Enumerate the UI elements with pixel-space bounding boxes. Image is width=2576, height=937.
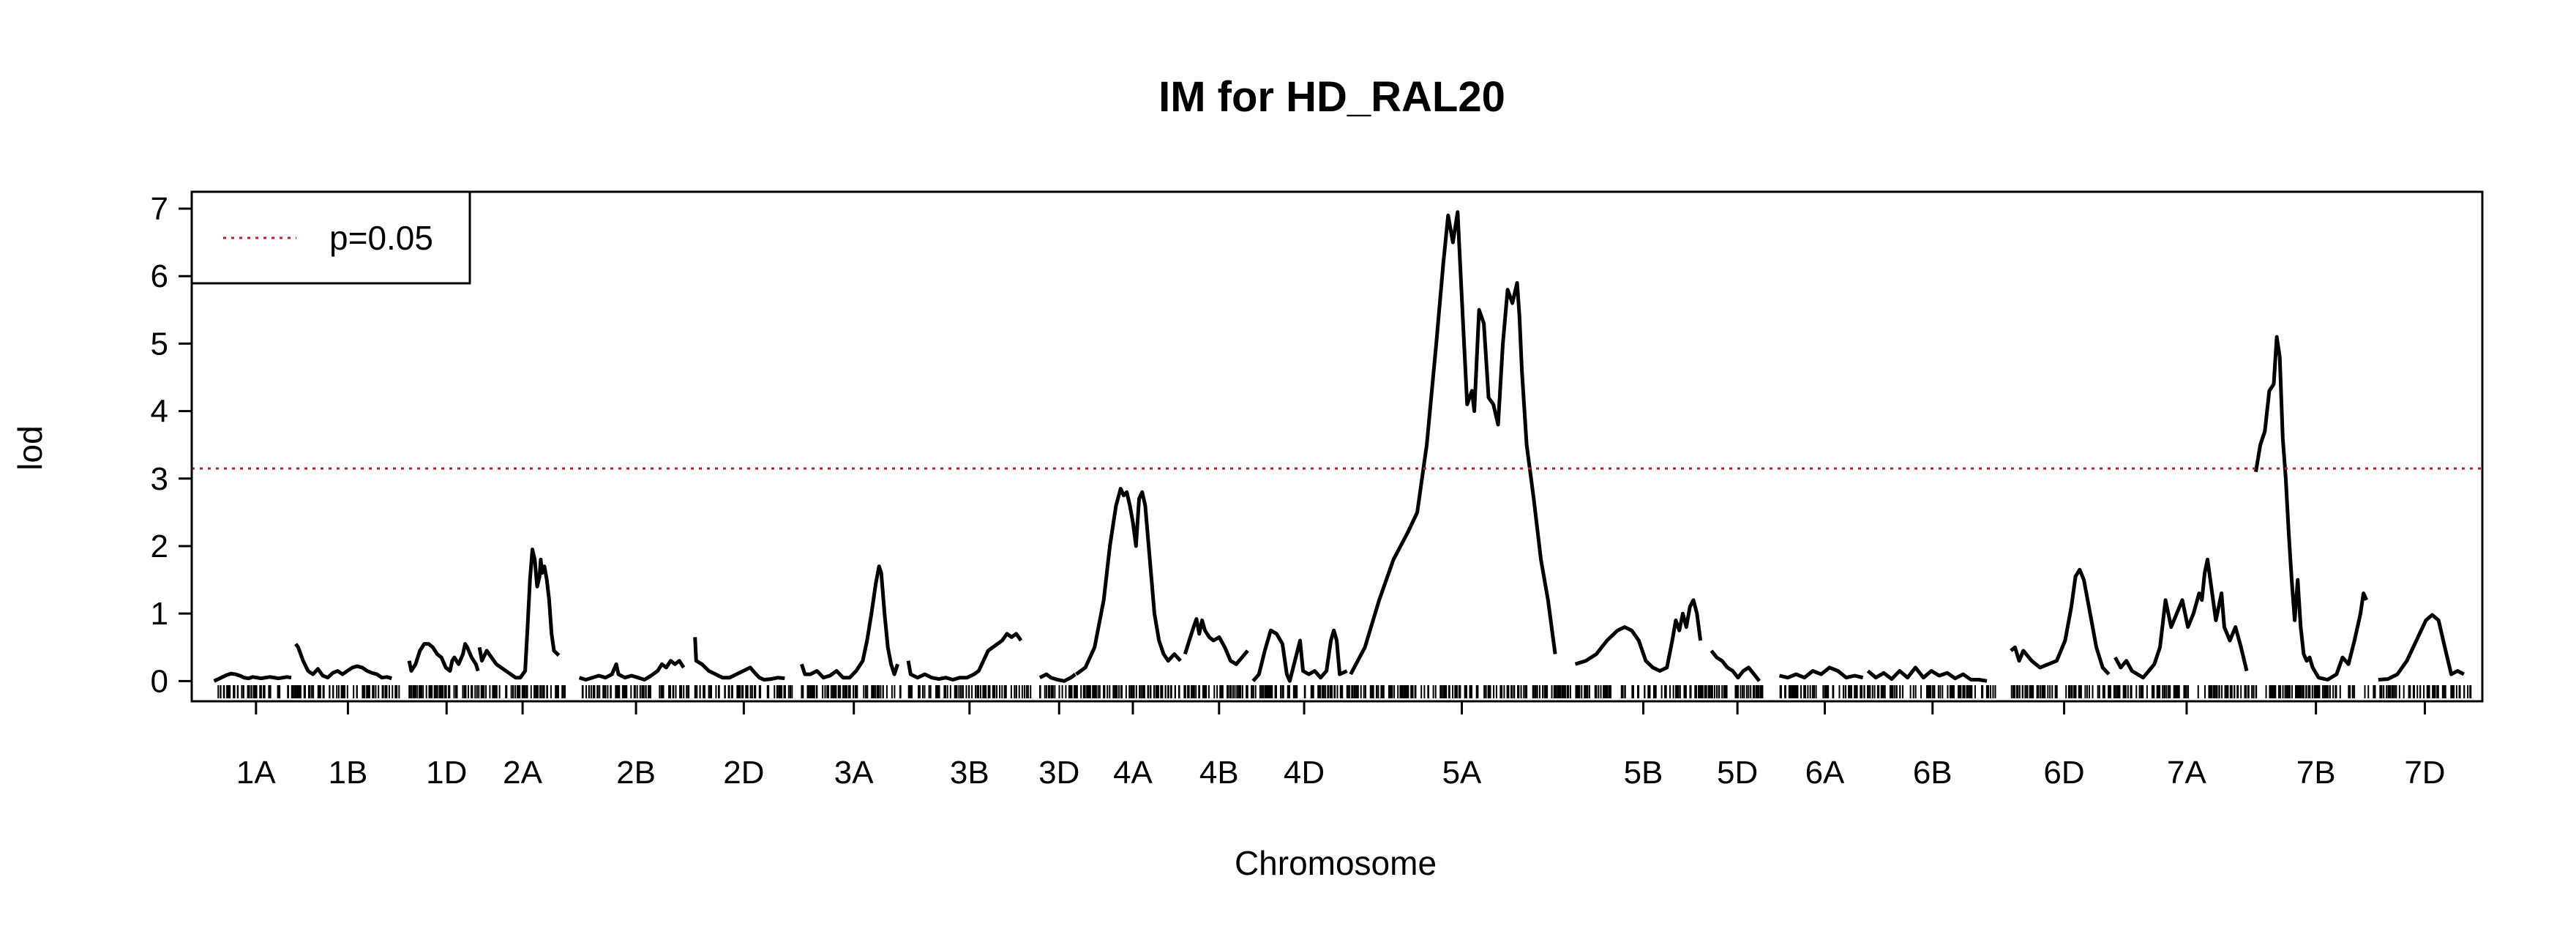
legend: p=0.05 bbox=[190, 190, 471, 285]
x-tick-label: 5D bbox=[1717, 755, 1758, 791]
x-tick-label: 5A bbox=[1442, 755, 1482, 791]
lod-curve-4A bbox=[1075, 487, 1182, 676]
x-tick-label: 7A bbox=[2167, 755, 2206, 791]
lod-curve-3A bbox=[800, 564, 899, 680]
lod-curve-6B bbox=[1866, 665, 1988, 683]
lod-curve-7D bbox=[2378, 613, 2465, 682]
y-tick-label: 6 bbox=[151, 258, 168, 294]
lod-curve-7B bbox=[2254, 335, 2368, 682]
x-tick-label: 3A bbox=[834, 755, 874, 791]
lod-curve-1A bbox=[213, 671, 292, 683]
y-tick-label: 1 bbox=[151, 596, 168, 632]
x-axis-label: Chromosome bbox=[1235, 844, 1437, 882]
marker-rug bbox=[217, 685, 2472, 698]
legend-box bbox=[190, 190, 471, 285]
y-axis-label: lod bbox=[11, 425, 49, 470]
lod-curve-1D bbox=[407, 642, 480, 673]
x-tick-label: 2B bbox=[616, 755, 656, 791]
legend-threshold-label: p=0.05 bbox=[329, 219, 433, 257]
x-axis: 1A 1B 1D 2A 2B 2D 3A 3B 3D 4A 4B 4D 5A 5B 5D 6A 6B 6D 7A 7B… bbox=[236, 701, 2446, 791]
x-tick-label: 4A bbox=[1113, 755, 1153, 791]
x-tick-label: 1A bbox=[236, 755, 276, 791]
y-tick-label: 0 bbox=[151, 663, 168, 699]
lod-curve-4D bbox=[1251, 628, 1348, 683]
x-tick-label: 6D bbox=[2043, 755, 2084, 791]
x-tick-label: 1B bbox=[328, 755, 367, 791]
lod-curve-2A bbox=[477, 548, 561, 680]
lod-curve-3D bbox=[1038, 672, 1077, 683]
x-tick-label: 2D bbox=[723, 755, 764, 791]
y-tick-label: 3 bbox=[151, 461, 168, 497]
x-tick-label: 4B bbox=[1199, 755, 1239, 791]
lod-curve-5D bbox=[1710, 649, 1761, 682]
x-tick-label: 7D bbox=[2404, 755, 2445, 791]
y-axis: 0 1 2 3 4 5 6 7 bbox=[151, 191, 192, 699]
y-tick-label: 4 bbox=[151, 394, 168, 430]
plot-frame bbox=[190, 190, 2484, 703]
x-tick-label: 3B bbox=[950, 755, 989, 791]
lod-curve-2B bbox=[578, 659, 686, 682]
lod-curve-5A bbox=[1349, 210, 1557, 676]
x-tick-label: 7B bbox=[2296, 755, 2336, 791]
lod-curve-6D bbox=[2010, 567, 2111, 676]
x-tick-label: 6A bbox=[1805, 755, 1845, 791]
x-tick-label: 1D bbox=[426, 755, 467, 791]
lod-curve-4B bbox=[1183, 617, 1249, 666]
x-tick-label: 6B bbox=[1913, 755, 1952, 791]
x-tick-label: 2A bbox=[503, 755, 542, 791]
y-tick-label: 5 bbox=[151, 326, 168, 362]
lod-curve-3B bbox=[906, 632, 1023, 682]
lod-curve-1B bbox=[294, 643, 392, 681]
lod-curve-5B bbox=[1574, 598, 1703, 673]
lod-curves bbox=[213, 210, 2465, 683]
x-tick-label: 4D bbox=[1284, 755, 1325, 791]
y-tick-label: 2 bbox=[151, 529, 168, 564]
y-tick-label: 7 bbox=[151, 191, 168, 227]
x-tick-label: 5B bbox=[1624, 755, 1663, 791]
chart-title: IM for HD_RAL20 bbox=[1158, 73, 1505, 121]
lod-curve-6A bbox=[1778, 665, 1864, 680]
lod-curve-7A bbox=[2113, 557, 2249, 680]
x-tick-label: 3D bbox=[1038, 755, 1079, 791]
lod-curve-2D bbox=[693, 637, 785, 682]
